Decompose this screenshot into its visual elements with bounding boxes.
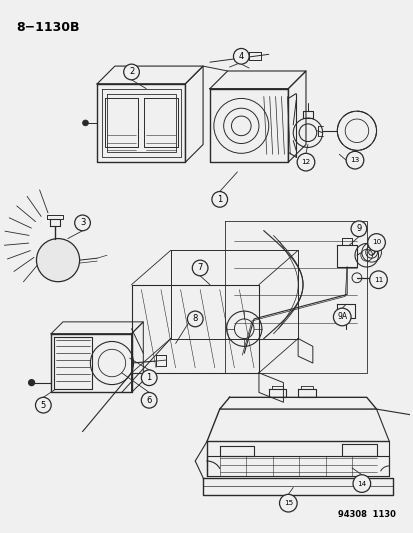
Text: 14: 14 [356,481,366,487]
Text: 13: 13 [349,157,359,163]
Circle shape [350,221,366,237]
Text: 7: 7 [197,263,202,272]
Text: 4: 4 [238,52,243,61]
Circle shape [187,311,203,327]
Text: 9: 9 [356,224,361,233]
Text: 2: 2 [128,68,134,76]
Circle shape [192,260,207,276]
Circle shape [36,397,51,413]
Circle shape [352,475,370,492]
Text: 8: 8 [192,314,197,324]
Text: 1: 1 [146,373,152,382]
Text: 3: 3 [80,219,85,228]
Text: 8−1130B: 8−1130B [16,21,79,34]
Circle shape [369,271,387,288]
Circle shape [279,494,297,512]
Circle shape [28,379,34,385]
Circle shape [141,370,157,385]
Circle shape [74,215,90,231]
Text: 9A: 9A [336,312,347,321]
Text: 6: 6 [146,396,152,405]
Text: 94308  1130: 94308 1130 [337,511,395,520]
Circle shape [123,64,139,80]
Text: 5: 5 [40,401,46,410]
Text: 10: 10 [371,239,380,246]
Text: 11: 11 [373,277,382,282]
Circle shape [233,49,249,64]
Circle shape [141,392,157,408]
Circle shape [211,191,227,207]
Circle shape [297,154,314,171]
Text: 12: 12 [301,159,310,165]
Circle shape [367,233,385,252]
Circle shape [82,120,88,126]
Text: 1: 1 [216,195,222,204]
Circle shape [332,308,350,326]
Circle shape [345,151,363,169]
Text: 15: 15 [283,500,292,506]
Circle shape [36,239,79,281]
